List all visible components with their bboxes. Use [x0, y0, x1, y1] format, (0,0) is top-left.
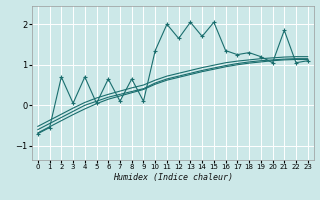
- X-axis label: Humidex (Indice chaleur): Humidex (Indice chaleur): [113, 173, 233, 182]
